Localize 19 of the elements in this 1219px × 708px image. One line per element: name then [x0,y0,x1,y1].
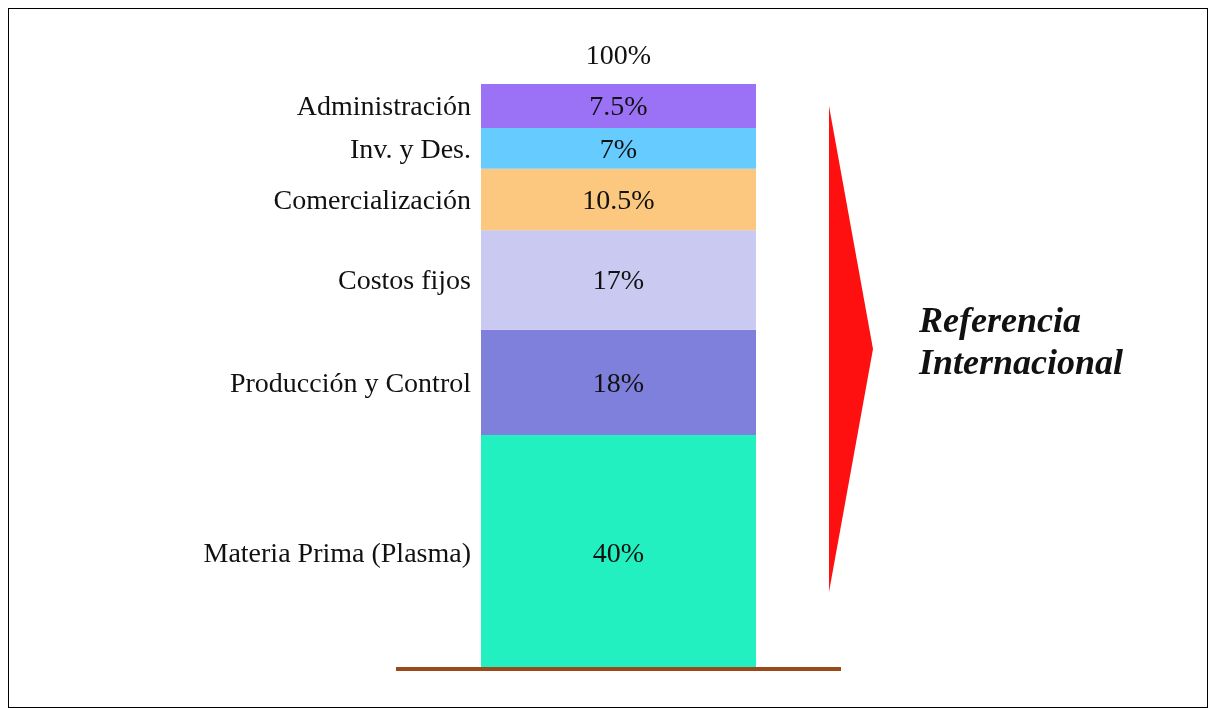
bar [481,230,756,330]
total-label: 100% [585,38,652,70]
text: Referencia Internacional [919,299,1125,383]
series-label: Costos fijos [337,264,471,296]
data-label: 7% [599,132,638,164]
series-label: Materia Prima (Plasma) [203,536,471,568]
series-label: Inv. y Des. [349,132,471,164]
series-label: Producción y Control [229,366,472,398]
series-label: Comercialización [273,184,471,216]
bar [481,127,756,169]
bar [481,329,756,435]
data-label: 17% [592,264,645,296]
data-label: 7.5% [589,90,648,122]
data-label: 10.5% [582,184,655,216]
data-label: 18% [592,366,645,398]
series-label: Administración [296,90,471,122]
data-label: 40% [592,536,645,568]
bar [481,168,756,231]
bar [481,84,756,128]
